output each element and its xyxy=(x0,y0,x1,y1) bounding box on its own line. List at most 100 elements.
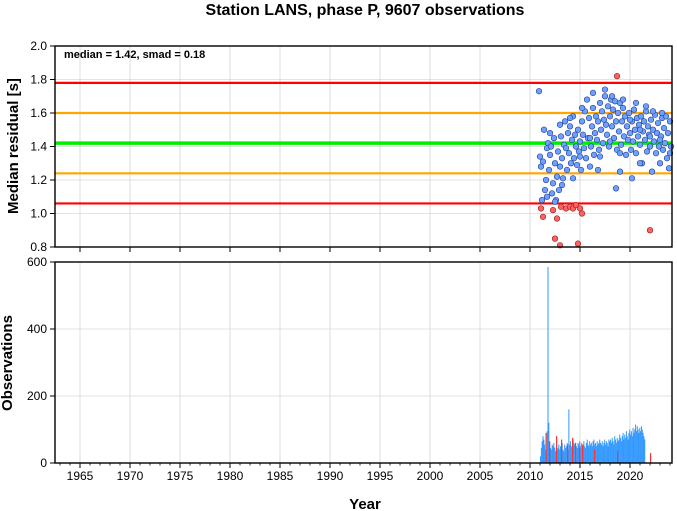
observation-bar xyxy=(635,424,637,463)
residual-point xyxy=(549,180,557,187)
observation-bar xyxy=(589,441,591,463)
residual-point xyxy=(627,146,635,153)
observation-bar xyxy=(614,436,616,463)
x-tick-label: 1985 xyxy=(267,469,294,483)
observations-plot-frame xyxy=(54,261,673,464)
observation-bar xyxy=(605,444,607,463)
residual-point xyxy=(636,126,644,133)
observation-bar xyxy=(599,439,601,463)
residual-point xyxy=(588,123,596,130)
residual-point xyxy=(654,119,662,127)
residual-point xyxy=(558,155,566,162)
observation-bar xyxy=(593,439,595,463)
residual-point xyxy=(604,103,612,110)
residual-point xyxy=(540,126,548,133)
observation-bar xyxy=(596,441,598,463)
observation-bar xyxy=(585,447,587,463)
residual-point xyxy=(660,124,668,132)
residual-point xyxy=(605,143,613,150)
observation-bar xyxy=(639,427,641,463)
observation-bar xyxy=(540,447,542,463)
residual-points xyxy=(535,73,675,249)
residual-point xyxy=(571,131,579,138)
residual-point xyxy=(539,158,547,165)
observation-outlier-bar xyxy=(594,449,596,463)
residual-y-tick-label: 1.4 xyxy=(30,140,47,154)
observation-bar xyxy=(541,441,543,463)
observation-bar xyxy=(559,449,561,463)
residual-point xyxy=(619,104,627,112)
residual-point xyxy=(636,141,644,148)
residual-point xyxy=(632,150,640,157)
observation-bar xyxy=(625,437,627,463)
observation-bar xyxy=(612,441,614,463)
residual-outlier-point xyxy=(553,215,561,222)
observation-bar xyxy=(557,447,559,463)
x-tick-label: 1980 xyxy=(217,469,244,483)
observation-bar xyxy=(641,429,643,463)
observation-bar xyxy=(540,456,541,463)
observation-bar xyxy=(588,446,590,463)
observation-bar xyxy=(620,437,622,463)
observation-bar xyxy=(637,429,639,463)
residual-outlier-point xyxy=(613,73,621,80)
residual-point xyxy=(623,123,631,130)
observation-bar xyxy=(563,451,565,463)
residual-point xyxy=(566,114,574,122)
residual-point xyxy=(632,99,640,107)
residual-point xyxy=(589,89,597,96)
observation-bar xyxy=(552,446,554,463)
residual-point xyxy=(576,153,584,160)
residual-point xyxy=(576,138,584,145)
residual-grid xyxy=(55,45,672,248)
residual-point xyxy=(594,166,602,174)
observation-outlier-bar xyxy=(567,444,569,463)
observation-bar xyxy=(640,431,642,463)
residual-point xyxy=(543,193,551,200)
residual-point xyxy=(542,176,550,184)
residual-point xyxy=(656,136,664,143)
observation-bar xyxy=(600,444,602,463)
residual-point xyxy=(566,123,574,130)
observation-bar xyxy=(636,426,638,463)
observation-bar xyxy=(632,427,634,463)
residual-outlier-point xyxy=(574,240,582,247)
residual-point xyxy=(550,135,558,142)
residual-point xyxy=(547,143,555,150)
residual-point xyxy=(546,151,554,158)
residual-y-tick-label: 1.8 xyxy=(30,73,47,87)
observation-bar xyxy=(601,441,603,463)
observation-bar xyxy=(590,442,592,463)
observation-bar xyxy=(623,439,625,463)
x-tick-label: 1990 xyxy=(317,469,344,483)
observation-bar xyxy=(607,446,609,463)
observation-bar xyxy=(598,442,600,463)
residual-point xyxy=(616,150,624,157)
observation-bar xyxy=(550,447,552,463)
observation-bar xyxy=(568,409,570,463)
residual-point xyxy=(585,114,593,122)
residual-point xyxy=(595,146,603,153)
observation-bar xyxy=(546,431,548,463)
residual-point xyxy=(601,86,609,93)
residual-outlier-point xyxy=(549,207,557,214)
residual-point xyxy=(586,163,594,170)
residual-point xyxy=(664,130,672,137)
residual-point xyxy=(636,160,644,167)
residual-point xyxy=(558,181,566,189)
observations-y-tick-label: 600 xyxy=(27,255,47,269)
residual-point xyxy=(618,118,626,125)
x-tick-label: 1970 xyxy=(117,469,144,483)
observation-bar xyxy=(630,431,632,463)
x-tick-label: 1975 xyxy=(167,469,194,483)
residual-point xyxy=(609,106,617,113)
observation-bar xyxy=(600,442,602,463)
observation-bar xyxy=(586,439,588,463)
observation-bar xyxy=(580,446,582,463)
residual-point xyxy=(628,175,636,182)
observation-bar xyxy=(620,441,622,463)
observation-bar xyxy=(565,446,567,463)
observation-bar xyxy=(615,442,617,463)
observation-bar xyxy=(630,434,632,463)
observation-outlier-bar xyxy=(582,444,584,463)
